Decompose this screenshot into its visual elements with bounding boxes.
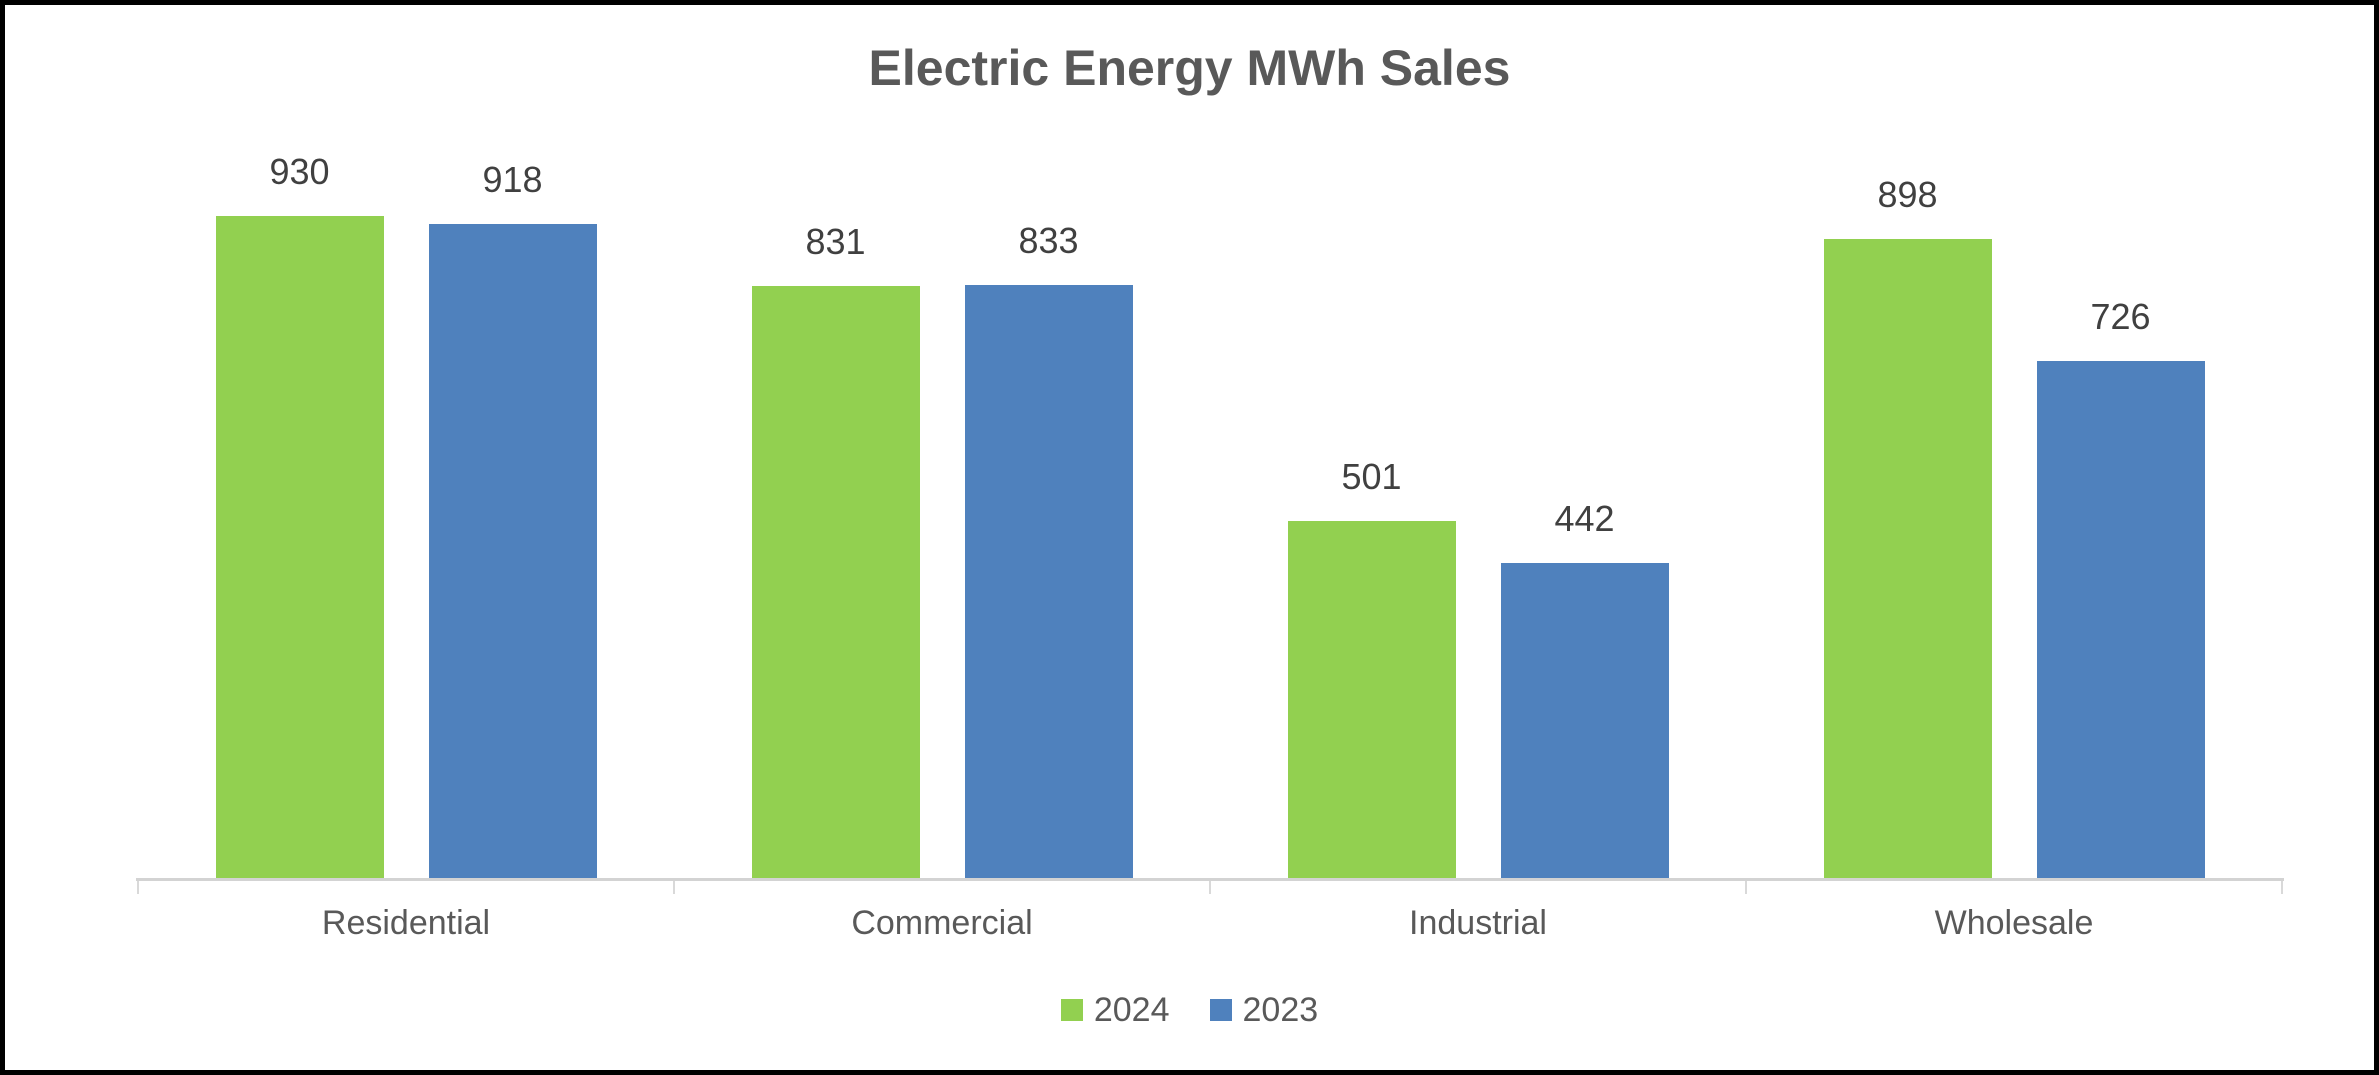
legend-item-2023: 2023 [1209,991,1319,1029]
chart-title: Electric Energy MWh Sales [868,40,1511,96]
bar-2024-commercial [751,286,920,878]
category-group-industrial: 501 442 [1210,166,1746,878]
bar-unit-2024-wholesale: 898 [1823,174,1992,878]
category-group-residential: 930 918 [138,154,674,878]
data-label-2023-wholesale: 726 [2090,296,2151,337]
category-axis-labels: Residential Commercial Industrial Wholesale [138,903,2282,944]
data-label-2024-residential: 930 [269,151,330,192]
legend-label-2024: 2024 [1093,991,1170,1029]
bar-2023-wholesale [2036,361,2205,878]
data-label-2024-commercial: 831 [805,221,866,262]
bar-2024-wholesale [1823,239,1992,878]
data-label-2023-commercial: 833 [1018,220,1079,261]
axis-tick [2281,881,2283,894]
category-label-residential: Residential [321,904,491,942]
data-label-2024-industrial: 501 [1341,456,1402,497]
x-axis-ticks [137,881,2283,894]
bar-unit-2023-wholesale: 726 [2036,296,2205,878]
x-axis-line [136,878,2284,881]
bar-2023-residential [428,224,597,878]
category-label-wholesale: Wholesale [1934,904,2094,942]
axis-tick [1209,881,1211,894]
legend-label-2023: 2023 [1242,991,1319,1029]
data-label-2024-wholesale: 898 [1877,174,1938,215]
bar-unit-2023-commercial: 833 [964,220,1133,878]
bar-unit-2024-residential: 930 [215,151,384,878]
axis-tick [137,881,139,894]
legend: 2024 2023 [5,993,2374,1027]
bar-unit-2024-industrial: 501 [1287,456,1456,878]
axis-tick [673,881,675,894]
data-label-2023-industrial: 442 [1554,498,1615,539]
legend-swatch-2023 [1209,999,1232,1021]
category-label-commercial: Commercial [851,904,1033,942]
bar-unit-2023-residential: 918 [428,159,597,878]
bar-unit-2023-industrial: 442 [1500,498,1669,878]
bar-unit-2024-commercial: 831 [751,221,920,878]
bar-2024-industrial [1287,521,1456,878]
category-group-commercial: 831 833 [674,166,1210,878]
category-group-wholesale: 898 726 [1746,166,2282,878]
legend-item-2024: 2024 [1060,991,1170,1029]
bar-2024-residential [215,216,384,878]
data-label-2023-residential: 918 [482,159,543,200]
bar-2023-commercial [964,285,1133,878]
plot-area: 930 918 831 833 501 442 898 726 [138,154,2282,878]
category-label-industrial: Industrial [1409,904,1547,942]
bar-2023-industrial [1500,563,1669,878]
legend-swatch-2024 [1060,999,1083,1021]
axis-tick [1745,881,1747,894]
